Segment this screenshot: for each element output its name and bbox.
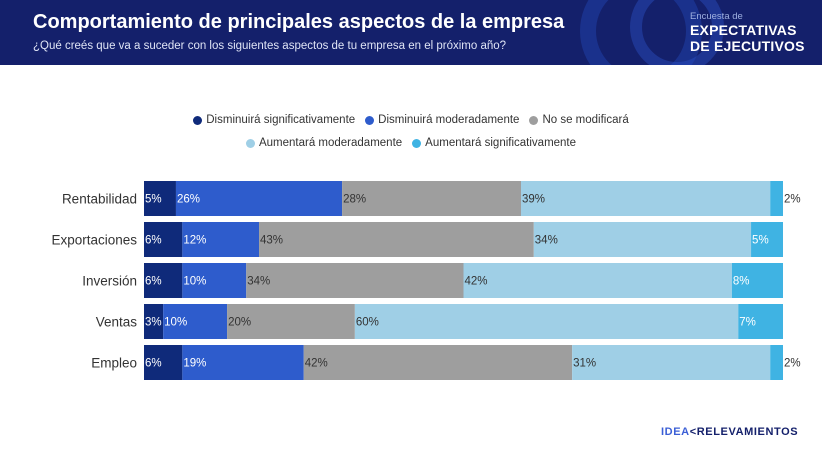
data-label: 5% [752, 235, 769, 247]
data-label: 6% [145, 358, 162, 370]
data-label: 6% [145, 235, 162, 247]
data-label: 19% [183, 358, 206, 370]
legend-swatch [193, 115, 203, 125]
bar-segment [521, 181, 771, 216]
data-label: 2% [784, 194, 801, 206]
legend-swatch [245, 138, 255, 148]
bar-segment [770, 345, 783, 380]
category-label: Inversión [82, 274, 137, 289]
bar-segment [246, 263, 464, 298]
data-label: 34% [535, 235, 558, 247]
bar-segment [175, 181, 343, 216]
category-label: Ventas [96, 315, 138, 330]
data-label: 42% [305, 358, 328, 370]
bar-segment [342, 181, 522, 216]
page-subtitle: ¿Qué creés que va a suceder con los sigu… [33, 40, 507, 52]
survey-title-line2: DE EJECUTIVOS [690, 38, 805, 54]
bar-segment [738, 304, 783, 339]
bar-segment [182, 345, 304, 380]
bar-segment [182, 222, 260, 257]
logo-glyph: < [689, 426, 697, 438]
bar-segment [144, 181, 176, 216]
legend-item: Aumentará significativamente [412, 137, 576, 149]
legend-label: Disminuirá significativamente [206, 114, 356, 126]
data-label: 31% [573, 358, 596, 370]
bar-segment [533, 222, 752, 257]
page-title: Comportamiento de principales aspectos d… [33, 11, 565, 33]
data-label: 34% [247, 276, 270, 288]
data-label: 43% [260, 235, 283, 247]
data-label: 60% [356, 317, 379, 329]
legend-item: Aumentará moderadamente [245, 137, 403, 149]
data-label: 3% [145, 317, 162, 329]
bar-segment [144, 263, 183, 298]
legend-label: No se modificará [542, 114, 629, 126]
survey-title-line1: EXPECTATIVAS [690, 22, 797, 38]
category-label: Rentabilidad [62, 192, 137, 207]
data-label: 7% [739, 317, 756, 329]
bar-segment [227, 304, 355, 339]
legend-label: Disminuirá moderadamente [378, 114, 520, 126]
bar-segment [770, 181, 783, 216]
data-label: 12% [183, 235, 206, 247]
legend-item: Disminuirá moderadamente [365, 114, 519, 126]
bar-segment [144, 304, 164, 339]
legend-swatch [365, 115, 375, 125]
data-label: 10% [183, 276, 206, 288]
survey-small-label: Encuesta de [690, 11, 743, 22]
bar-segment [354, 304, 739, 339]
bar-segment [182, 263, 247, 298]
bar-segment [463, 263, 732, 298]
bar-segment [144, 345, 183, 380]
data-label: 26% [177, 194, 200, 206]
data-label: 39% [522, 194, 545, 206]
bar-segment [144, 222, 183, 257]
bar-segment [751, 222, 783, 257]
survey-badge: Encuesta de EXPECTATIVAS DE EJECUTIVOS [690, 11, 805, 54]
idea-relevamientos-logo: IDEA<RELEVAMIENTOS [661, 426, 798, 438]
bar-segment [259, 222, 534, 257]
bar-segment [572, 345, 771, 380]
category-label: Exportaciones [51, 233, 137, 248]
header-banner: Comportamiento de principales aspectos d… [0, 0, 822, 65]
data-label: 42% [465, 276, 488, 288]
legend-label: Aumentará significativamente [425, 137, 577, 149]
bar-segment [163, 304, 228, 339]
bar-segment [303, 345, 573, 380]
legend-item: Disminuirá significativamente [193, 114, 355, 126]
logo-part-relevamientos: RELEVAMIENTOS [696, 426, 799, 438]
bar-segment [731, 263, 783, 298]
data-label: 2% [784, 358, 801, 370]
data-label: 20% [228, 317, 251, 329]
data-label: 10% [164, 317, 187, 329]
legend-item: No se modificará [529, 114, 629, 126]
data-label: 28% [343, 194, 366, 206]
legend-swatch [412, 138, 422, 148]
legend-label: Aumentará moderadamente [258, 137, 403, 149]
data-label: 5% [145, 194, 162, 206]
data-label: 6% [145, 276, 162, 288]
legend-swatch [529, 115, 539, 125]
data-label: 8% [733, 276, 750, 288]
logo-part-idea: IDEA [661, 426, 690, 438]
category-label: Empleo [91, 356, 137, 371]
chart-legend-row-1: Disminuirá significativamente Disminuirá… [0, 114, 822, 126]
chart-legend-row-2: Aumentará moderadamente Aumentará signif… [0, 137, 822, 149]
